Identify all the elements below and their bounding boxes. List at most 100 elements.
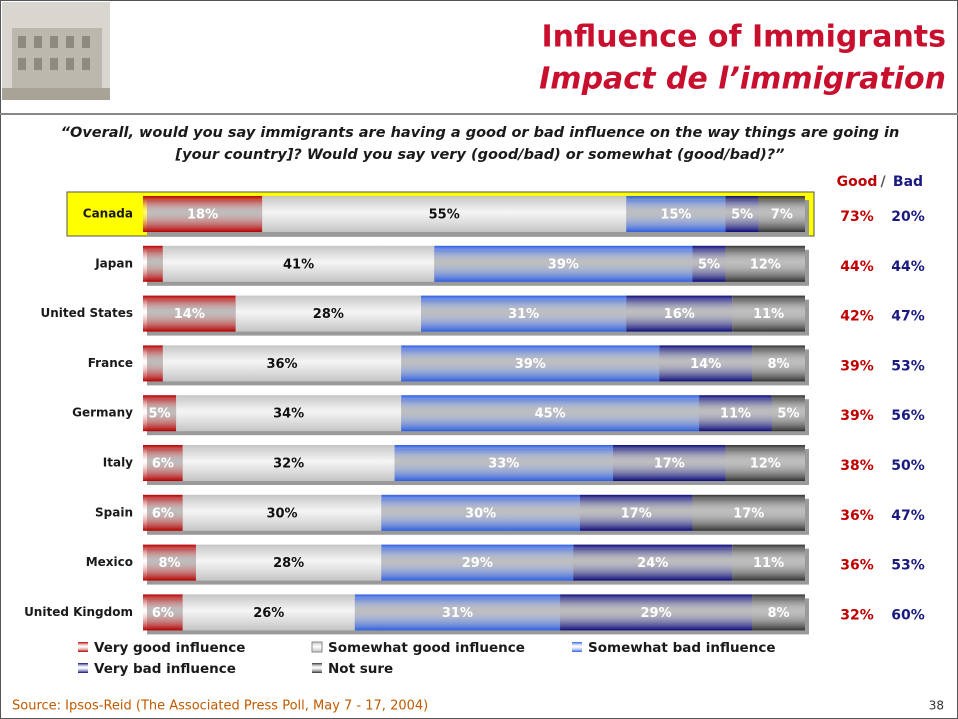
- bar-segment: [143, 345, 163, 382]
- bar-segment: [182, 445, 395, 481]
- bar-segment: [725, 196, 759, 232]
- bar-segment: [182, 494, 382, 531]
- bar-segment: [626, 196, 726, 232]
- bar-segment: [752, 345, 805, 382]
- category-label: France: [88, 356, 133, 370]
- bar-segment: [732, 544, 805, 581]
- bad-total: 47%: [891, 309, 925, 325]
- segment-label: 31%: [508, 307, 539, 322]
- bar-segment: [732, 295, 805, 332]
- bar-segment: [401, 345, 660, 382]
- segment-label: 6%: [152, 506, 174, 521]
- segment-label: 14%: [690, 357, 721, 372]
- bar-segment: [626, 295, 733, 332]
- bar-segment: [434, 245, 693, 282]
- segment-label: 39%: [515, 357, 546, 372]
- category-label: Spain: [95, 505, 133, 519]
- segment-label: 24%: [637, 556, 668, 571]
- good-total: 39%: [840, 408, 874, 424]
- segment-label: 5%: [149, 407, 171, 422]
- bar-segment: [579, 494, 693, 531]
- bar-segment: [143, 196, 263, 232]
- bar-segment: [401, 395, 700, 432]
- segment-label: 11%: [753, 307, 784, 322]
- legend-label: Very good influence: [94, 640, 245, 656]
- category-label: Japan: [94, 256, 133, 270]
- segment-label: 8%: [158, 556, 180, 571]
- segment-label: 15%: [660, 208, 691, 223]
- bad-total: 53%: [891, 558, 925, 574]
- bar-segment: [659, 345, 753, 382]
- header-separator: /: [880, 174, 886, 190]
- bad-total: 53%: [891, 358, 925, 374]
- bad-total: 47%: [891, 508, 925, 524]
- good-header: Good: [837, 174, 878, 190]
- segment-label: 8%: [767, 606, 789, 621]
- good-total: 32%: [840, 607, 874, 623]
- bad-total: 20%: [891, 209, 925, 225]
- segment-label: 11%: [753, 556, 784, 571]
- segment-label: 36%: [266, 357, 297, 372]
- question-line: “Overall, would you say immigrants are h…: [61, 125, 900, 141]
- segment-label: 6%: [152, 606, 174, 621]
- category-label: Germany: [72, 406, 133, 420]
- bar-segment: [143, 445, 183, 481]
- segment-label: 8%: [767, 357, 789, 372]
- bar-segment: [143, 245, 163, 282]
- segment-label: 17%: [621, 506, 652, 521]
- segment-label: 41%: [283, 257, 314, 272]
- segment-label: 29%: [462, 556, 493, 571]
- bar-segment: [692, 494, 805, 531]
- segment-label: 12%: [750, 257, 781, 272]
- bar-segment: [354, 594, 561, 631]
- segment-label: 16%: [664, 307, 695, 322]
- bar-segment: [394, 445, 614, 481]
- bar-segment: [143, 594, 183, 631]
- bar-segment: [692, 245, 726, 282]
- legend-swatch: [78, 642, 88, 652]
- segment-label: 34%: [273, 407, 304, 422]
- segment-label: 28%: [273, 556, 304, 571]
- segment-label: 45%: [535, 407, 566, 422]
- segment-label: 18%: [187, 208, 218, 223]
- segment-label: 30%: [266, 506, 297, 521]
- legend-swatch: [311, 641, 323, 653]
- bar-segment: [162, 245, 435, 282]
- legend-label: Not sure: [328, 661, 393, 677]
- segment-label: 32%: [273, 457, 304, 472]
- legend-label: Somewhat good influence: [328, 640, 525, 656]
- bar-segment: [143, 295, 236, 332]
- good-total: 39%: [840, 358, 874, 374]
- segment-label: 26%: [253, 606, 284, 621]
- segment-label: 31%: [442, 606, 473, 621]
- bar-segment: [176, 395, 402, 432]
- category-label: Canada: [83, 207, 133, 221]
- segment-label: 17%: [654, 457, 685, 472]
- bad-total: 50%: [891, 458, 925, 474]
- question-line: [your country]? Would you say very (good…: [175, 147, 785, 163]
- bar-segment: [758, 196, 805, 232]
- legend-label: Somewhat bad influence: [588, 640, 775, 656]
- bad-total: 56%: [891, 408, 925, 424]
- bar-segment: [143, 544, 196, 581]
- page-number: 38: [929, 699, 944, 713]
- bar-segment: [725, 245, 805, 282]
- good-total: 38%: [840, 458, 874, 474]
- bad-total: 44%: [891, 259, 925, 275]
- bar-segment: [560, 594, 753, 631]
- legend-swatch: [312, 663, 322, 673]
- segment-label: 14%: [174, 307, 205, 322]
- bar-segment: [421, 295, 627, 332]
- bar-segment: [195, 544, 382, 581]
- category-label: Italy: [103, 456, 133, 470]
- bar-segment: [699, 395, 772, 432]
- chart: Canada 18% 55% 15% 5% 7% 73% 20% Japan 41% 39% 5% 12…: [24, 174, 925, 677]
- segment-label: 29%: [640, 606, 671, 621]
- bar-segment: [752, 594, 805, 631]
- category-label: United Kingdom: [24, 605, 133, 619]
- bar-segment: [573, 544, 733, 581]
- legend-swatch: [572, 642, 582, 652]
- segment-label: 28%: [313, 307, 344, 322]
- segment-label: 7%: [771, 208, 793, 223]
- good-total: 36%: [840, 508, 874, 524]
